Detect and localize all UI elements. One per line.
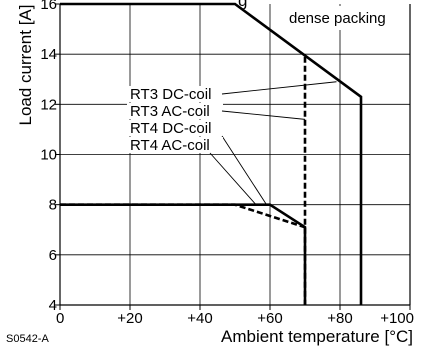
series-label-leader [221,110,306,120]
series-label-bg [127,103,223,119]
y-tick-label: 14 [40,46,57,63]
series-label-leader [221,135,267,205]
series-label-leader [221,81,337,95]
x-tick-label: 0 [56,310,64,327]
series-line-0 [60,2,363,305]
y-axis-label: Load current [A] [16,5,35,126]
y-tick-label: 10 [40,147,57,164]
y-tick-label: 12 [40,96,57,113]
y-tick-labels: 4 6 8 10 12 14 16 [40,0,60,314]
series-label: RT3 AC-coil [130,103,210,120]
y-tick-label: 16 [40,0,57,13]
x-tick-label: +60 [257,310,282,327]
series-label: RT3 DC-coil [130,86,211,103]
y-tick-label: 4 [49,297,57,314]
series-lines [60,2,363,305]
series-label: RT4 AC-coil [130,137,210,154]
series-label-leader [209,152,257,205]
y-tick-label: 8 [49,197,57,214]
annotation-background [283,6,405,30]
x-tick-label: +40 [187,310,212,327]
x-axis-label: Ambient temperature [°C] [221,327,413,346]
figure-code: S0542-A [6,333,49,345]
grid [60,4,410,305]
partial-title: g [238,0,247,10]
series-label-bg [127,137,223,153]
series-label-bg [127,120,223,136]
series-label: RT4 DC-coil [130,120,211,137]
y-tick-label: 6 [49,247,57,264]
x-tick-label: +20 [117,310,142,327]
x-tick-label: +100 [380,310,414,327]
x-tick-labels: 0 +20 +40 +60 +80 +100 [56,305,414,327]
annotation-dense-packing: dense packing [289,10,386,27]
series-label-bg [127,86,223,102]
x-tick-label: +80 [327,310,352,327]
series-line-3 [60,203,306,229]
